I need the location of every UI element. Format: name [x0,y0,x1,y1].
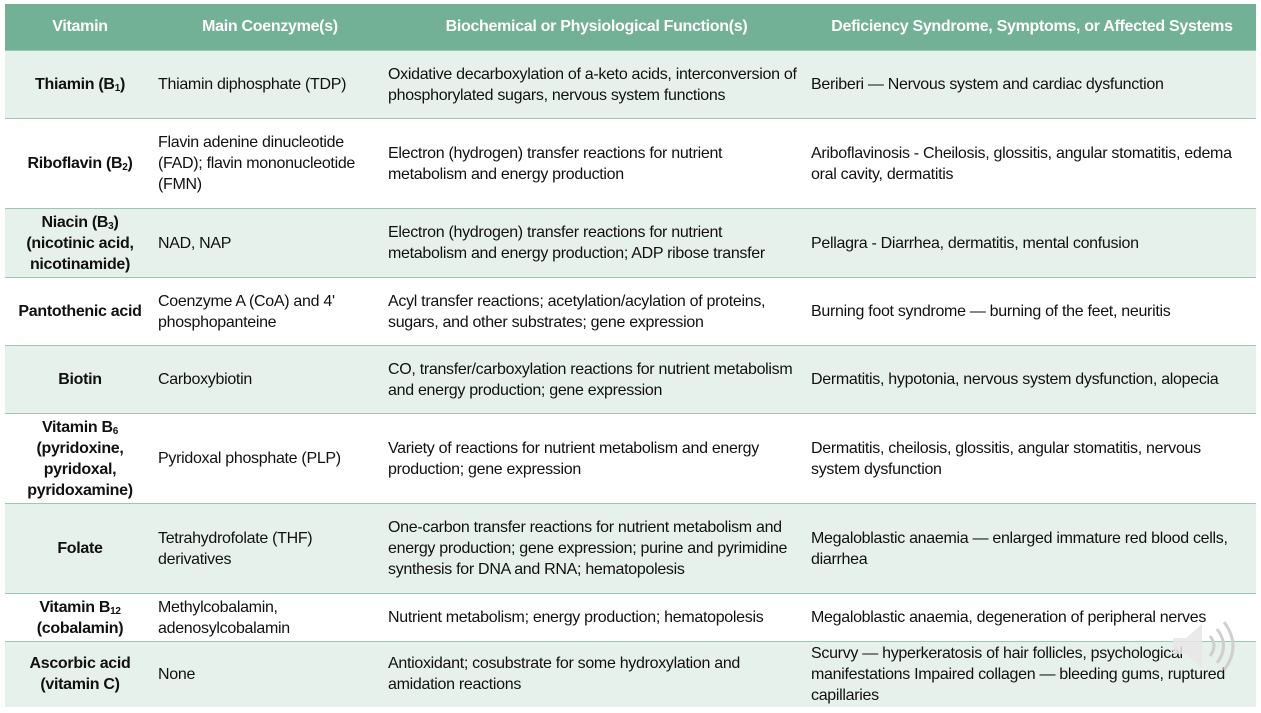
deficiency-cell: Megaloblastic anaemia — enlarged immatur… [808,503,1256,594]
vitamin-name: Vitamin B [39,598,111,616]
vitamin-name: Thiamin (B [35,76,115,93]
table-row: Niacin (B3) (nicotinic acid, nicotinamide… [5,208,1256,278]
table-row: Thiamin (B1) Thiamin diphosphate (TDP) Oxi… [5,50,1256,119]
vitamin-subscript: 2 [122,162,128,173]
column-header: Biochemical or Physiological Function(s) [385,4,808,51]
vitamin-name-end: ) [113,213,119,231]
vitamin-cell: Pantothenic acid [5,277,155,346]
coenzyme-cell: None [155,641,385,707]
vitamin-name: Vitamin B [41,418,113,436]
vitamin-subscript: 1 [114,83,121,94]
vitamin-name-end: ) [119,76,125,93]
vitamin-cell: Folate [5,503,155,594]
deficiency-cell: Ariboflavinosis - Cheilosis, glossitis, … [808,118,1256,209]
coenzyme-cell: Pyridoxal phosphate (PLP) [155,413,385,504]
function-cell: Electron (hydrogen) transfer reactions f… [385,118,808,209]
function-cell: Antioxidant; cosubstrate for some hydrox… [385,641,808,707]
speaker-icon[interactable] [1168,616,1243,676]
function-cell: One-carbon transfer reactions for nutrie… [385,503,808,594]
function-cell: Oxidative decarboxylation of a-keto acid… [385,50,808,119]
table-row: Vitamin B12 (cobalamin) Methylcobalamin, a… [5,593,1256,642]
vitamin-note: (cobalamin) [36,619,124,637]
deficiency-cell: Beriberi — Nervous system and cardiac dy… [808,50,1256,119]
deficiency-cell: Dermatitis, hypotonia, nervous system dy… [808,345,1256,414]
function-cell: CO, transfer/carboxylation reactions for… [385,345,808,414]
table-row: Vitamin B6 (pyridoxine, pyridoxal, pyrido… [5,413,1256,504]
table-row: Ascorbic acid (vitamin C) None Antioxidant… [5,641,1256,707]
table-body: Thiamin (B1) Thiamin diphosphate (TDP) Oxi… [5,50,1256,707]
coenzyme-cell: Coenzyme A (CoA) and 4' phosphopanteine [155,277,385,346]
deficiency-cell: Megaloblastic anaemia, degeneration of p… [808,593,1256,642]
vitamin-name: Riboflavin (B [27,155,123,172]
coenzyme-cell: Thiamin diphosphate (TDP) [155,50,385,119]
vitamin-cell: Vitamin B12 (cobalamin) [5,593,155,642]
column-header: Vitamin [5,4,155,51]
coenzyme-cell: Tetrahydrofolate (THF) derivatives [155,503,385,594]
function-cell: Acyl transfer reactions; acetylation/acy… [385,277,808,346]
column-header: Deficiency Syndrome, Symptoms, or Affect… [808,4,1256,51]
table-row: Pantothenic acid Coenzyme A (CoA) and 4' … [5,277,1256,346]
deficiency-cell: Pellagra - Diarrhea, dermatitis, mental … [808,208,1256,278]
function-cell: Electron (hydrogen) transfer reactions f… [385,208,808,278]
coenzyme-cell: Carboxybiotin [155,345,385,414]
column-header: Main Coenzyme(s) [155,4,385,51]
vitamin-table: Vitamin Main Coenzyme(s) Biochemical or Ph… [5,4,1256,707]
vitamin-subscript: 12 [110,605,121,617]
table-row: Biotin Carboxybiotin CO, transfer/carboxyl… [5,345,1256,414]
vitamin-cell: Vitamin B6 (pyridoxine, pyridoxal, pyrido… [5,413,155,504]
vitamin-cell: Niacin (B3) (nicotinic acid, nicotinamide… [5,208,155,278]
table-row: Riboflavin (B2) Flavin adenine dinucleoti… [5,118,1256,209]
deficiency-cell: Burning foot syndrome — burning of the f… [808,277,1256,346]
vitamin-cell: Biotin [5,345,155,414]
vitamin-cell: Ascorbic acid (vitamin C) [5,641,155,707]
coenzyme-cell: Methylcobalamin, adenosylcobalamin [155,593,385,642]
header-row: Vitamin Main Coenzyme(s) Biochemical or Ph… [5,4,1256,51]
vitamin-cell: Thiamin (B1) [5,50,155,119]
deficiency-cell: Scurvy — hyperkeratosis of hair follicle… [808,641,1256,707]
coenzyme-cell: NAD, NAP [155,208,385,278]
vitamin-note: (nicotinic acid, nicotinamide) [26,234,134,273]
vitamin-name-end: ) [127,155,133,172]
function-cell: Nutrient metabolism; energy production; … [385,593,808,642]
coenzyme-cell: Flavin adenine dinucleotide (FAD); flavi… [155,118,385,209]
function-cell: Variety of reactions for nutrient metabo… [385,413,808,504]
vitamin-note: (pyridoxine, pyridoxal, pyridoxamine) [27,439,133,499]
vitamin-name: Niacin (B [41,213,109,231]
vitamin-cell: Riboflavin (B2) [5,118,155,209]
vitamin-subscript: 3 [108,220,114,232]
table-row: Folate Tetrahydrofolate (THF) derivatives… [5,503,1256,594]
deficiency-cell: Dermatitis, cheilosis, glossitis, angula… [808,413,1256,504]
vitamin-subscript: 6 [112,425,119,437]
